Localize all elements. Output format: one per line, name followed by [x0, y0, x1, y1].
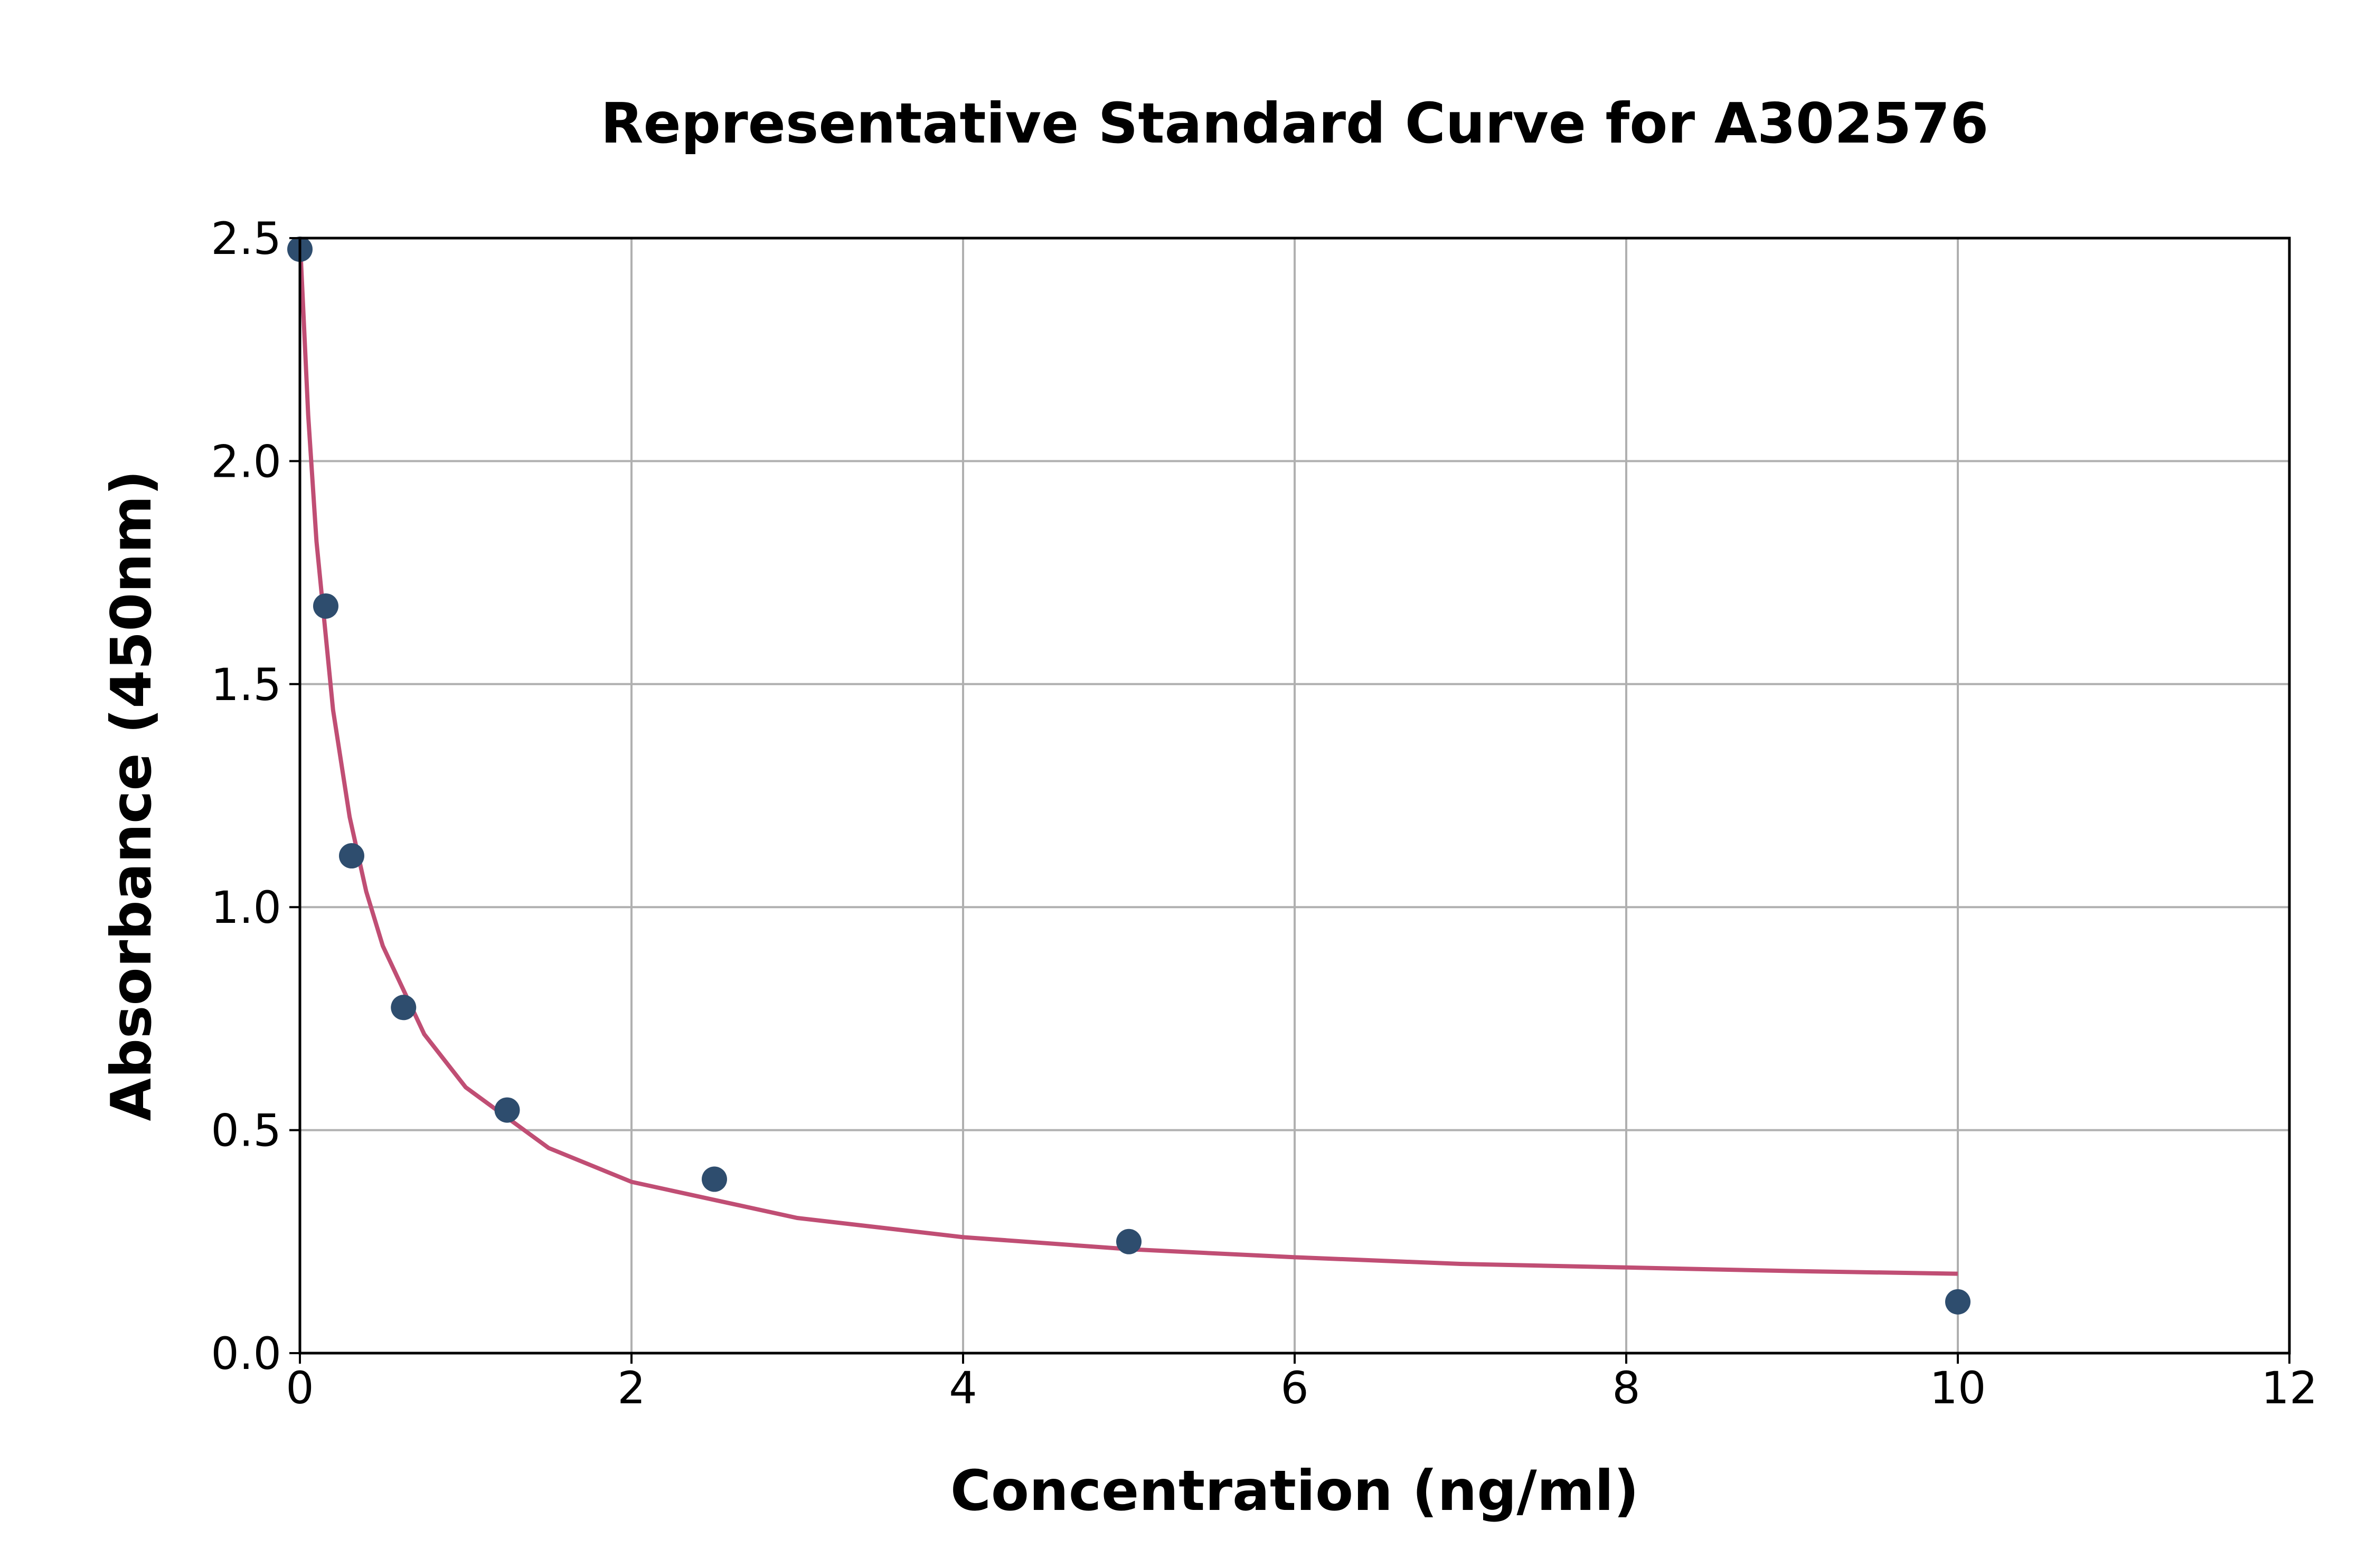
y-tick-label: 1.0: [211, 882, 281, 933]
x-axis-label: Concentration (ng/ml): [950, 1459, 1639, 1523]
x-tick-label: 8: [1612, 1362, 1640, 1414]
data-point: [1945, 1289, 1970, 1315]
data-point: [1116, 1229, 1142, 1254]
data-point: [338, 843, 364, 869]
y-tick-label: 0.0: [211, 1328, 281, 1380]
y-ticks: 0.0 0.5 1.0 1.5 2.0 2.5: [211, 213, 300, 1380]
chart-title: Representative Standard Curve for A30257…: [601, 91, 1989, 156]
data-point: [494, 1097, 520, 1123]
fit-curve-line: [298, 238, 1958, 1276]
x-tick-label: 12: [2261, 1362, 2318, 1414]
grid: [299, 237, 2290, 1354]
y-tick-label: 2.5: [211, 213, 281, 265]
y-axis-label: Absorbance (450nm): [99, 470, 164, 1121]
y-tick-label: 1.5: [211, 659, 281, 711]
data-points: [287, 237, 1970, 1315]
data-point: [391, 995, 417, 1021]
x-tick-label: 4: [949, 1362, 977, 1414]
x-tick-label: 0: [286, 1362, 314, 1414]
x-tick-label: 6: [1280, 1362, 1308, 1414]
y-tick-label: 0.5: [211, 1105, 281, 1157]
data-point: [702, 1166, 727, 1192]
x-tick-label: 2: [617, 1362, 645, 1414]
fit-curve-group: [298, 238, 1958, 1276]
x-tick-label: 10: [1930, 1362, 1986, 1414]
x-ticks: 0 2 4 6 8 10 12: [286, 1353, 2317, 1414]
data-point: [313, 593, 338, 619]
y-tick-label: 2.0: [211, 436, 281, 487]
